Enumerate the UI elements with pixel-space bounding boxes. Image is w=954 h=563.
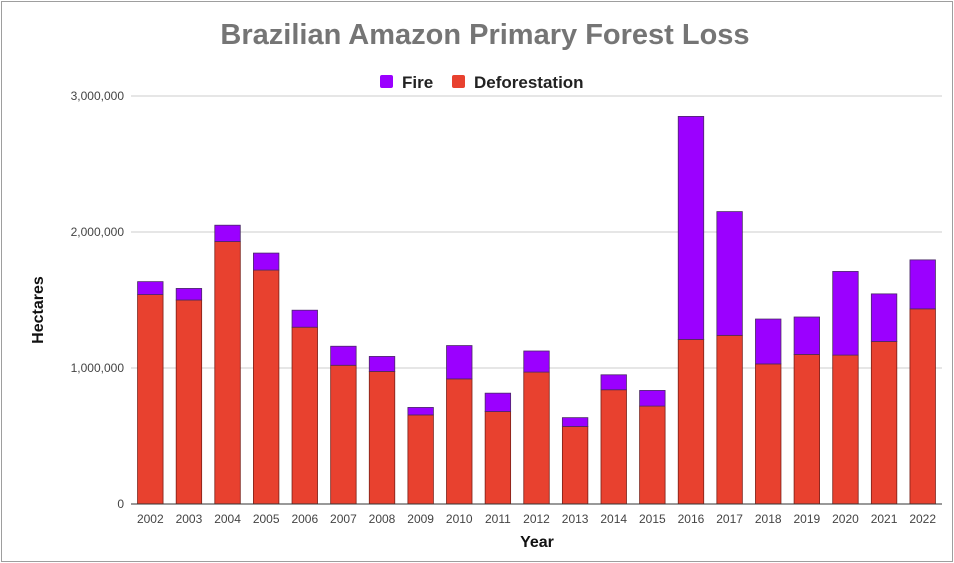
bar-deforestation-2013 bbox=[561, 426, 589, 505]
x-tick-label: 2012 bbox=[523, 512, 550, 526]
x-tick-label: 2008 bbox=[369, 512, 396, 526]
gridlines bbox=[131, 95, 942, 369]
bar-fire-2012 bbox=[523, 350, 550, 373]
bar-fire-2004 bbox=[214, 224, 241, 242]
bar-fire-2019 bbox=[793, 316, 820, 355]
legend-swatch-fire bbox=[380, 75, 393, 88]
y-axis-label: Hectares bbox=[30, 276, 47, 344]
bar-fire-2009 bbox=[407, 407, 434, 416]
y-axis-ticks: 0 1,000,000 2,000,000 3,000,000 bbox=[71, 89, 125, 511]
x-tick-label: 2010 bbox=[446, 512, 473, 526]
legend-label-deforestation: Deforestation bbox=[474, 73, 584, 92]
x-tick-label: 2013 bbox=[562, 512, 589, 526]
x-tick-label: 2020 bbox=[832, 512, 859, 526]
y-tick-label: 2,000,000 bbox=[71, 225, 125, 239]
x-tick-label: 2005 bbox=[253, 512, 280, 526]
bar-deforestation-2016 bbox=[677, 339, 705, 505]
x-tick-label: 2014 bbox=[600, 512, 627, 526]
x-tick-label: 2022 bbox=[909, 512, 936, 526]
bar-fire-2018 bbox=[755, 318, 782, 365]
bar-deforestation-2003 bbox=[175, 299, 203, 505]
x-axis-ticks: 2002 2003 2004 2005 2006 2007 2008 2009 2010 2011… bbox=[137, 512, 936, 526]
bar-deforestation-2014 bbox=[600, 389, 627, 505]
x-tick-label: 2018 bbox=[755, 512, 782, 526]
bar-deforestation-2007 bbox=[330, 364, 357, 505]
bar-fire-2022 bbox=[909, 259, 936, 310]
bar-deforestation-2005 bbox=[253, 269, 280, 505]
legend: Fire Deforestation bbox=[380, 73, 584, 92]
bar-fire-2003 bbox=[175, 288, 203, 301]
x-tick-label: 2006 bbox=[291, 512, 318, 526]
bar-deforestation-2006 bbox=[291, 326, 318, 505]
legend-swatch-deforestation bbox=[452, 75, 465, 88]
bar-deforestation-2015 bbox=[639, 405, 666, 505]
bar-deforestation-2010 bbox=[446, 378, 473, 505]
bar-deforestation-2009 bbox=[407, 414, 434, 505]
x-tick-label: 2007 bbox=[330, 512, 357, 526]
bar-fire-2011 bbox=[484, 392, 512, 412]
x-tick-label: 2003 bbox=[176, 512, 203, 526]
bar-fire-2014 bbox=[600, 374, 627, 391]
bar-fire-2013 bbox=[561, 417, 589, 427]
legend-label-fire: Fire bbox=[402, 73, 433, 92]
x-tick-label: 2016 bbox=[678, 512, 705, 526]
chart-title: Brazilian Amazon Primary Forest Loss bbox=[220, 19, 749, 51]
bar-fire-2016 bbox=[677, 116, 705, 340]
bar-deforestation-2019 bbox=[793, 353, 820, 505]
bar-deforestation-2020 bbox=[832, 354, 859, 505]
y-tick-label: 3,000,000 bbox=[71, 89, 125, 103]
bar-fire-2007 bbox=[330, 345, 357, 366]
bar-deforestation-2002 bbox=[137, 294, 164, 505]
bar-deforestation-2018 bbox=[755, 363, 782, 505]
y-tick-label: 1,000,000 bbox=[71, 361, 125, 375]
bar-deforestation-2008 bbox=[368, 370, 396, 505]
x-tick-label: 2009 bbox=[407, 512, 434, 526]
bar-fire-2020 bbox=[832, 271, 859, 356]
bar-fire-2017 bbox=[716, 211, 743, 336]
bar-deforestation-2022 bbox=[909, 308, 936, 505]
x-tick-label: 2021 bbox=[871, 512, 898, 526]
bar-fire-2008 bbox=[368, 356, 396, 372]
bar-fire-2015 bbox=[639, 390, 666, 407]
x-axis-label: Year bbox=[520, 534, 554, 551]
bar-fire-2006 bbox=[291, 309, 318, 328]
bar-deforestation-2011 bbox=[484, 411, 512, 505]
bar-deforestation-2004 bbox=[214, 241, 241, 505]
x-tick-label: 2017 bbox=[716, 512, 743, 526]
bar-fire-2005 bbox=[253, 252, 280, 271]
x-tick-label: 2019 bbox=[793, 512, 820, 526]
bar-fire-2010 bbox=[446, 345, 473, 380]
bar-deforestation-2017 bbox=[716, 334, 743, 505]
x-tick-label: 2011 bbox=[485, 512, 511, 526]
bar-deforestation-2012 bbox=[523, 371, 550, 505]
x-tick-label: 2004 bbox=[214, 512, 241, 526]
bar-deforestation-2021 bbox=[870, 341, 898, 505]
bars bbox=[137, 116, 936, 505]
x-tick-label: 2002 bbox=[137, 512, 164, 526]
y-tick-label: 0 bbox=[117, 497, 124, 511]
bar-fire-2021 bbox=[870, 293, 898, 342]
x-tick-label: 2015 bbox=[639, 512, 666, 526]
bar-fire-2002 bbox=[137, 281, 164, 295]
